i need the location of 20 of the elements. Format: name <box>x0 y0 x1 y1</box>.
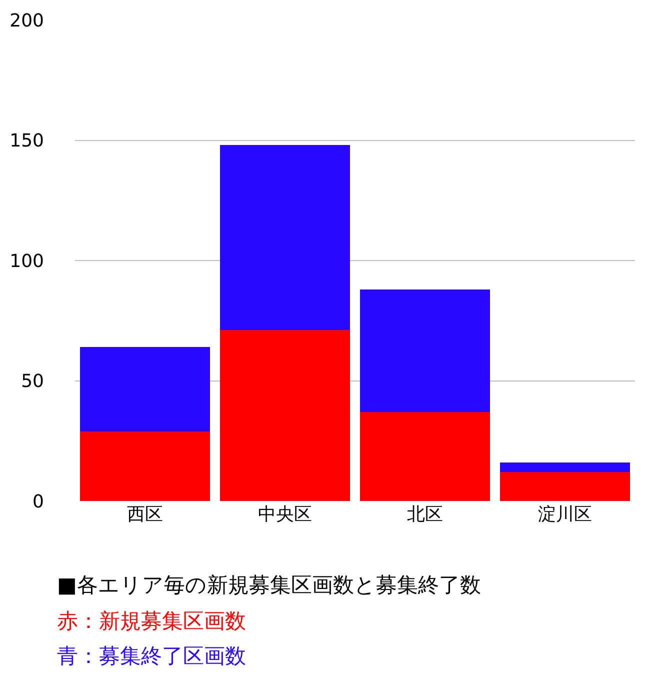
y-tick-label: 0 <box>32 491 44 512</box>
x-tick-label: 北区 <box>407 504 443 525</box>
bar <box>220 145 350 330</box>
bar <box>360 412 490 501</box>
bar <box>360 289 490 412</box>
bar <box>80 347 210 432</box>
y-tick-label: 150 <box>10 130 44 152</box>
text: 青：募集終了区画数 <box>57 644 246 668</box>
text: ■各エリア毎の新規募集区画数と募集終了数 <box>57 573 481 597</box>
y-tick-label: 50 <box>21 371 44 392</box>
bar <box>500 462 630 472</box>
y-tick-label: 100 <box>10 250 44 272</box>
bar <box>500 472 630 501</box>
y-tick-label: 200 <box>10 10 44 32</box>
x-tick-label: 淀川区 <box>538 504 592 525</box>
text: 赤：新規募集区画数 <box>57 609 246 633</box>
x-tick-label: 中央区 <box>258 504 312 525</box>
bar <box>220 330 350 501</box>
bar <box>80 431 210 501</box>
x-tick-label: 西区 <box>127 504 163 525</box>
